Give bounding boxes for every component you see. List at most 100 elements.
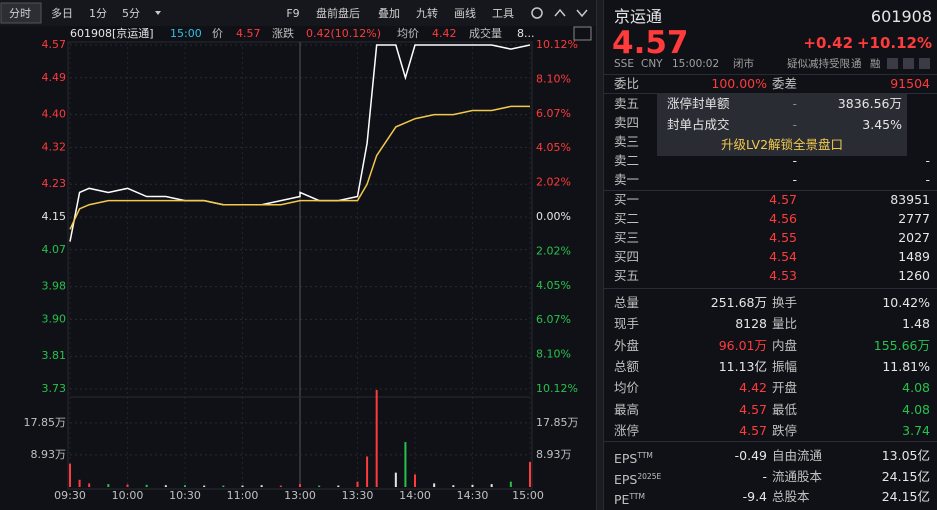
fund-label: EPSTTM bbox=[614, 451, 653, 467]
volume-bar bbox=[471, 484, 474, 487]
volume-bar bbox=[69, 463, 71, 487]
volume-bar bbox=[241, 485, 244, 487]
quote-icon[interactable] bbox=[919, 58, 930, 69]
fund-value: 24.15亿 bbox=[881, 489, 930, 504]
fund-value: 13.05亿 bbox=[881, 448, 930, 463]
chart-header-text: 4.57 bbox=[236, 27, 261, 40]
y-tick-label: 4.57 bbox=[42, 38, 67, 51]
y-tick-label: 4.32 bbox=[42, 140, 67, 153]
toolbar-button[interactable]: 盘前盘后 bbox=[316, 6, 360, 20]
y-tick-label: 4.40 bbox=[42, 108, 67, 121]
toolbar-button[interactable]: 分时 bbox=[9, 7, 31, 20]
volume-bar bbox=[260, 485, 263, 487]
y2-tick-label: 4.05% bbox=[536, 141, 571, 154]
volume-bar bbox=[203, 485, 206, 487]
stat-label: 量比 bbox=[772, 316, 798, 332]
fund-superscript: TTM bbox=[637, 451, 653, 460]
stat-value: 10.42% bbox=[882, 295, 930, 310]
x-tick-label: 13:30 bbox=[342, 489, 374, 502]
volume-tick-label: 8.93万 bbox=[536, 448, 572, 461]
ratio-value: 100.00% bbox=[711, 76, 767, 91]
bid-price: 4.57 bbox=[769, 192, 797, 207]
stat-label: 最高 bbox=[614, 401, 640, 417]
stat-label: 现手 bbox=[614, 316, 640, 332]
dropdown-arrow[interactable] bbox=[155, 11, 161, 15]
chart-header-text: 4.42 bbox=[432, 27, 457, 40]
volume-bar bbox=[366, 456, 369, 487]
chart-header-text: 涨跌 bbox=[272, 26, 294, 40]
stat-value: 96.01万 bbox=[718, 337, 767, 353]
ask-label: 卖二 bbox=[614, 153, 640, 168]
toolbar-button[interactable]: 叠加 bbox=[378, 7, 400, 20]
stat-label: 内盘 bbox=[772, 337, 798, 353]
bid-label: 买五 bbox=[614, 268, 640, 283]
stat-label: 总量 bbox=[614, 295, 640, 310]
volume-bar bbox=[184, 485, 186, 487]
y2-tick-label: 4.05% bbox=[536, 279, 571, 292]
volume-bar bbox=[529, 461, 531, 487]
toolbar-button[interactable]: 5分 bbox=[122, 7, 140, 20]
toolbar-button[interactable]: F9 bbox=[286, 7, 299, 20]
toolbar-button[interactable]: 九转 bbox=[416, 6, 438, 20]
x-tick-label: 15:00 bbox=[512, 489, 544, 502]
bid-label: 买一 bbox=[614, 192, 640, 207]
stat-label: 外盘 bbox=[614, 337, 640, 353]
volume-bar bbox=[279, 485, 282, 487]
limit-label: 涨停封单额 bbox=[667, 96, 730, 111]
bid-label: 买二 bbox=[614, 211, 640, 226]
stat-label: 跌停 bbox=[772, 422, 798, 438]
last-price: 4.57 bbox=[612, 24, 689, 61]
bid-volume: 1260 bbox=[898, 268, 930, 283]
volume-bar bbox=[337, 485, 340, 487]
y-tick-label: 3.73 bbox=[42, 382, 67, 395]
change-pct: +10.12% bbox=[856, 33, 932, 52]
quote-info: 闭市 bbox=[733, 57, 754, 70]
change: +0.42 bbox=[803, 33, 853, 52]
expand-icon[interactable] bbox=[576, 9, 588, 18]
volume-bar bbox=[299, 484, 301, 487]
stat-label: 均价 bbox=[614, 380, 640, 396]
wp-icon[interactable] bbox=[573, 26, 592, 41]
fund-value: -0.49 bbox=[734, 448, 767, 463]
y2-tick-label: 8.10% bbox=[536, 72, 571, 85]
volume-bar bbox=[394, 472, 397, 487]
y-tick-label: 4.07 bbox=[42, 243, 67, 256]
toolbar-button[interactable]: 多日 bbox=[51, 6, 73, 20]
settings-icon[interactable] bbox=[531, 7, 543, 19]
volume-bar bbox=[88, 483, 91, 487]
stat-value: 4.08 bbox=[902, 401, 930, 417]
fund-value: - bbox=[762, 468, 767, 484]
y-tick-label: 4.23 bbox=[42, 177, 67, 190]
x-tick-label: 14:00 bbox=[399, 489, 431, 502]
quote-info: 15:00:02 bbox=[672, 57, 720, 70]
stat-value: 4.57 bbox=[739, 422, 767, 438]
ratio-label: 委差 bbox=[772, 76, 798, 91]
collapse-icon[interactable] bbox=[554, 8, 566, 17]
quote-icon[interactable] bbox=[887, 58, 898, 69]
y2-tick-label: 6.07% bbox=[536, 313, 571, 326]
stat-value: 8128 bbox=[735, 316, 767, 332]
volume-bar bbox=[414, 474, 416, 487]
fund-label: 总股本 bbox=[772, 489, 810, 504]
stock-code: 601908 bbox=[870, 7, 932, 26]
ask-label: 卖三 bbox=[614, 134, 640, 149]
ask-price: - bbox=[792, 153, 797, 168]
y2-tick-label: 8.10% bbox=[536, 348, 571, 361]
fund-label: 自由流通 bbox=[772, 448, 823, 463]
volume-bar bbox=[78, 479, 81, 487]
separator bbox=[604, 190, 937, 191]
toolbar-button[interactable]: 工具 bbox=[492, 7, 514, 20]
quote-icon[interactable] bbox=[903, 58, 914, 69]
stat-label: 总额 bbox=[614, 358, 640, 374]
upgrade-link[interactable]: 升级LV2解锁全景盘口 bbox=[720, 137, 844, 152]
toolbar-button[interactable]: 画线 bbox=[454, 6, 476, 20]
x-tick-label: 09:30 bbox=[54, 489, 86, 502]
panel-divider bbox=[596, 0, 604, 510]
chart-header-text: 0.42(10.12%) bbox=[306, 27, 381, 40]
volume-bar bbox=[164, 485, 167, 487]
y-tick-label: 3.81 bbox=[42, 349, 67, 362]
toolbar-button[interactable]: 1分 bbox=[89, 7, 107, 20]
volume-bar bbox=[126, 484, 129, 487]
